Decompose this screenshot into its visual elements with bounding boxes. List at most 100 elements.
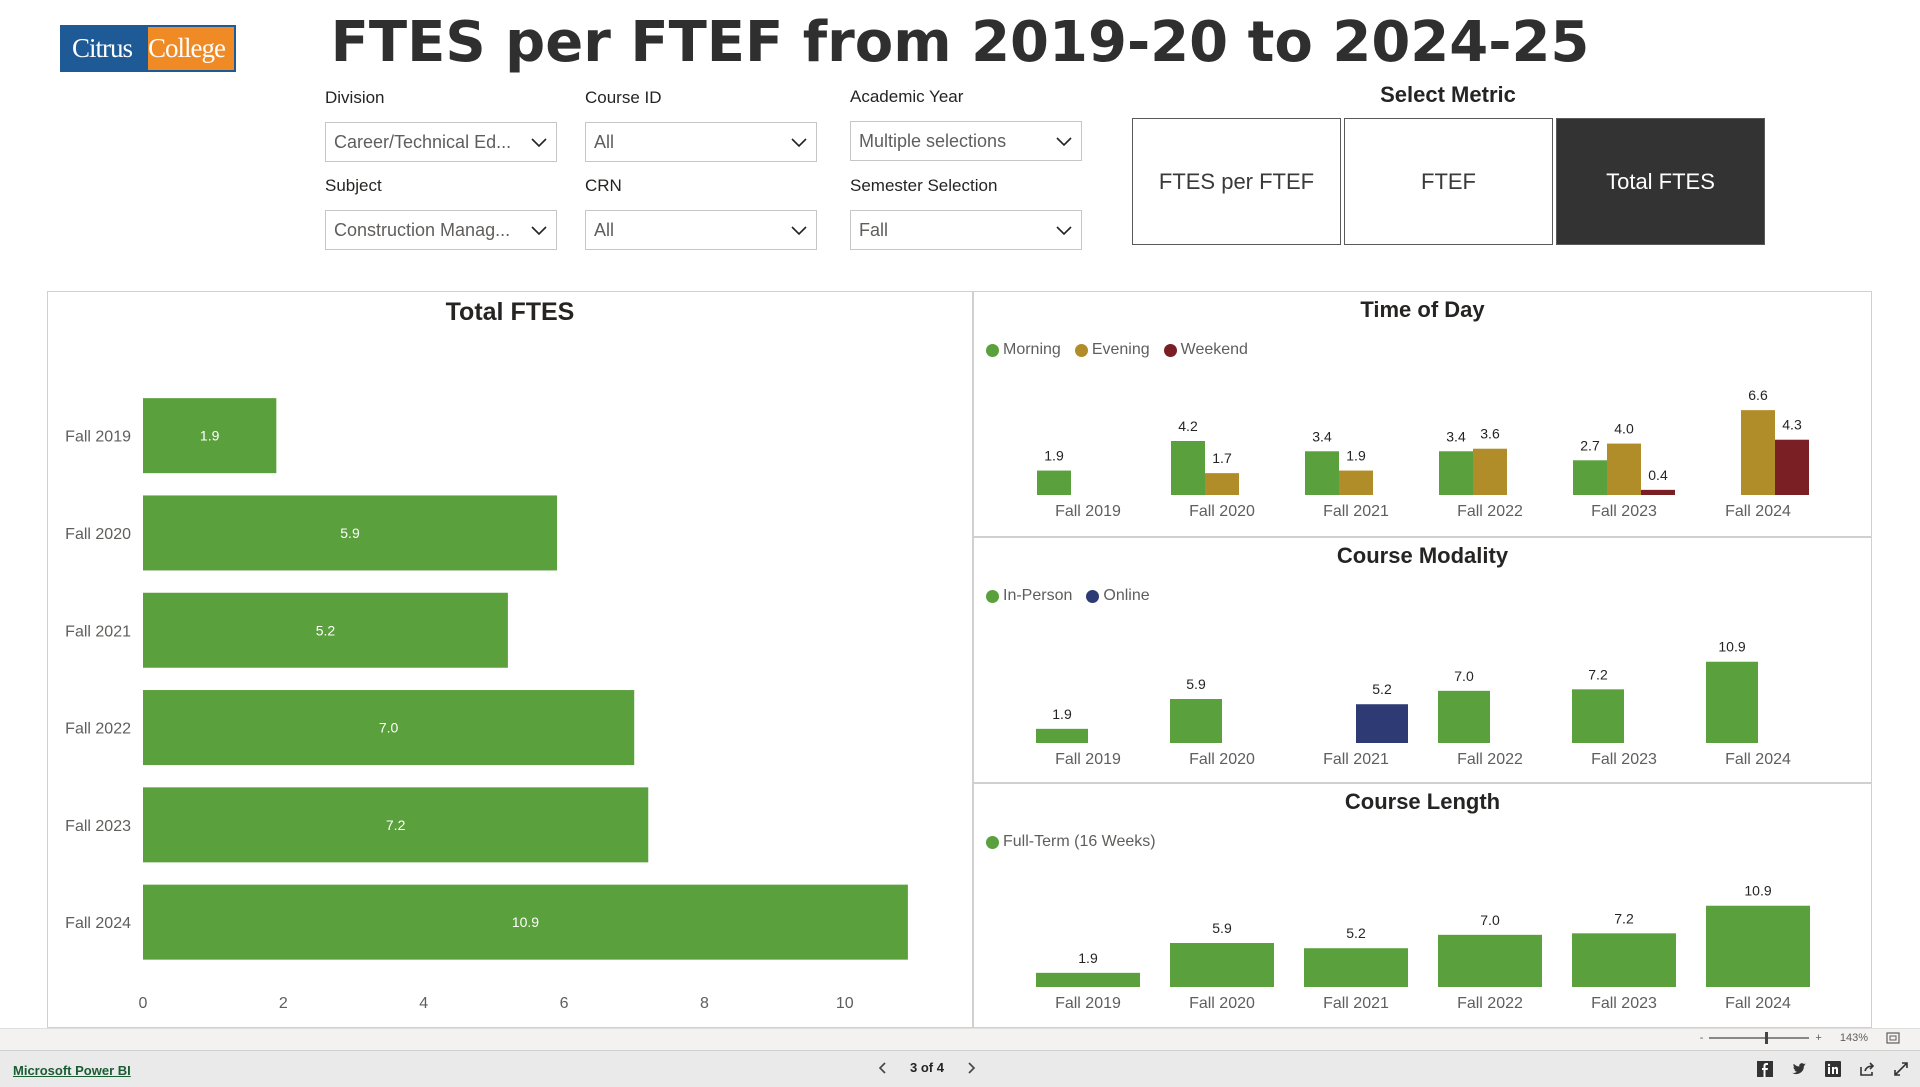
chevron-right-icon[interactable] — [966, 1061, 976, 1075]
metric-ftes-per-ftef-button[interactable]: FTES per FTEF — [1132, 118, 1341, 245]
x-tick-label-fall-2020: Fall 2020 — [1189, 503, 1255, 520]
data-label-evening-fall-2022: 3.6 — [1480, 426, 1500, 442]
bar-full-term-16-weeks-fall-2019[interactable] — [1036, 972, 1140, 987]
bar-fall-2024[interactable] — [143, 884, 908, 960]
chevron-left-icon[interactable] — [878, 1061, 888, 1075]
crn-dropdown[interactable]: All — [585, 210, 817, 250]
data-label-evening-fall-2023: 4.0 — [1614, 421, 1634, 437]
bar-in-person-fall-2019[interactable] — [1036, 728, 1088, 743]
zoom-out-button[interactable]: - — [1699, 1032, 1704, 1044]
data-label-morning-fall-2023: 2.7 — [1580, 437, 1600, 453]
course-id-dropdown[interactable]: All — [585, 122, 817, 162]
zoom-in-button[interactable]: + — [1815, 1032, 1822, 1044]
legend-item-morning[interactable]: Morning — [986, 341, 1061, 359]
bar-evening-fall-2023[interactable] — [1607, 443, 1641, 495]
data-label-in-person-fall-2024: 10.9 — [1718, 639, 1745, 655]
bar-morning-fall-2022[interactable] — [1439, 451, 1473, 495]
zoom-slider-thumb[interactable] — [1765, 1032, 1769, 1044]
bar-in-person-fall-2024[interactable] — [1706, 661, 1758, 743]
legend-item-in-person[interactable]: In-Person — [986, 587, 1072, 605]
bar-in-person-fall-2020[interactable] — [1170, 699, 1222, 743]
course-modality-panel: Course Modality In-Person Online 1.9 Fall… — [973, 537, 1872, 783]
course-length-legend: Full-Term (16 Weeks) — [986, 833, 1156, 851]
bar-full-term-16-weeks-fall-2022[interactable] — [1438, 934, 1542, 987]
bar-morning-fall-2021[interactable] — [1305, 451, 1339, 495]
data-label-morning-fall-2022: 3.4 — [1446, 428, 1466, 444]
bar-full-term-16-weeks-fall-2024[interactable] — [1706, 905, 1810, 987]
course-id-label: Course ID — [585, 88, 662, 107]
fit-to-page-icon[interactable] — [1886, 1032, 1900, 1044]
facebook-icon[interactable] — [1756, 1060, 1774, 1078]
total-ftes-chart: Fall 2019 1.9 Fall 2020 5.9 Fall 2021 5.2 Fall… — [65, 398, 908, 1012]
course-id-value: All — [594, 131, 615, 152]
bar-evening-fall-2024[interactable] — [1741, 410, 1775, 495]
zoom-strip: - + 143% — [0, 1028, 1920, 1050]
bar-in-person-fall-2023[interactable] — [1572, 689, 1624, 743]
bar-fall-2019[interactable] — [143, 398, 277, 474]
bar-full-term-16-weeks-fall-2020[interactable] — [1170, 943, 1274, 987]
share-icons — [1756, 1060, 1910, 1078]
semester-value: Fall — [859, 219, 889, 240]
x-tick-label-fall-2022: Fall 2022 — [1457, 503, 1523, 520]
division-slicer: Division Career/Technical Ed... — [325, 88, 557, 162]
time-of-day-legend: Morning Evening Weekend — [986, 341, 1248, 359]
bar-in-person-fall-2022[interactable] — [1438, 690, 1490, 743]
bar-fall-2021[interactable] — [143, 592, 508, 668]
bar-fall-2022[interactable] — [143, 690, 635, 766]
subject-dropdown[interactable]: Construction Manag... — [325, 210, 557, 250]
x-tick-label-fall-2020: Fall 2020 — [1189, 751, 1255, 768]
y-tick-label-fall-2023: Fall 2023 — [65, 818, 131, 835]
bar-online-fall-2021[interactable] — [1356, 704, 1408, 743]
bar-evening-fall-2020[interactable] — [1205, 473, 1239, 495]
x-tick-label-fall-2021: Fall 2021 — [1323, 751, 1389, 768]
total-ftes-title: Total FTES — [445, 298, 575, 326]
metric-ftef-button[interactable]: FTEF — [1344, 118, 1553, 245]
fullscreen-icon[interactable] — [1892, 1060, 1910, 1078]
chevron-down-icon — [1056, 226, 1072, 236]
bar-evening-fall-2022[interactable] — [1473, 448, 1507, 495]
bar-weekend-fall-2023[interactable] — [1641, 489, 1675, 495]
legend-item-full-term[interactable]: Full-Term (16 Weeks) — [986, 833, 1156, 851]
x-tick-label-fall-2023: Fall 2023 — [1591, 751, 1657, 768]
y-tick-label-fall-2021: Fall 2021 — [65, 623, 131, 640]
bar-morning-fall-2023[interactable] — [1573, 460, 1607, 495]
bar-full-term-16-weeks-fall-2023[interactable] — [1572, 933, 1676, 987]
x-tick-label-fall-2021: Fall 2021 — [1323, 503, 1389, 520]
zoom-slider[interactable] — [1709, 1032, 1810, 1044]
linkedin-icon[interactable] — [1824, 1060, 1842, 1078]
x-tick-label-fall-2023: Fall 2023 — [1591, 995, 1657, 1012]
metric-total-ftes-button[interactable]: Total FTES — [1556, 118, 1765, 245]
semester-dropdown[interactable]: Fall — [850, 210, 1082, 250]
legend-item-weekend[interactable]: Weekend — [1163, 341, 1248, 359]
bar-morning-fall-2019[interactable] — [1037, 470, 1071, 495]
share-icon[interactable] — [1858, 1060, 1876, 1078]
bar-morning-fall-2020[interactable] — [1171, 441, 1205, 495]
course-id-slicer: Course ID All — [585, 88, 817, 162]
data-label-full-term-16-weeks-fall-2024: 10.9 — [1744, 883, 1771, 899]
time-of-day-chart: 1.9 Fall 2019 4.2 1.7 Fall 2020 3.4 1.9 Fall 20… — [1037, 387, 1809, 520]
academic-year-dropdown[interactable]: Multiple selections — [850, 121, 1082, 161]
division-value: Career/Technical Ed... — [334, 131, 512, 152]
bar-fall-2023[interactable] — [143, 787, 649, 863]
logo-citrus-text: Citrus — [62, 27, 148, 70]
legend-item-online[interactable]: Online — [1086, 587, 1150, 605]
x-tick-label-fall-2019: Fall 2019 — [1055, 751, 1121, 768]
legend-item-evening[interactable]: Evening — [1074, 341, 1150, 359]
data-label-in-person-fall-2020: 5.9 — [1186, 676, 1206, 692]
twitter-icon[interactable] — [1790, 1060, 1808, 1078]
bar-full-term-16-weeks-fall-2021[interactable] — [1304, 948, 1408, 987]
bar-fall-2020[interactable] — [143, 495, 558, 571]
bar-evening-fall-2021[interactable] — [1339, 470, 1373, 495]
bar-weekend-fall-2024[interactable] — [1775, 439, 1809, 495]
data-label-in-person-fall-2023: 7.2 — [1588, 666, 1608, 682]
x-tick-label-6: 6 — [560, 995, 569, 1012]
y-tick-label-fall-2024: Fall 2024 — [65, 915, 131, 932]
semester-label: Semester Selection — [850, 176, 998, 195]
x-tick-label-10: 10 — [836, 995, 854, 1012]
chevron-down-icon — [1056, 137, 1072, 147]
legend-label-morning: Morning — [1003, 341, 1061, 358]
data-label-evening-fall-2020: 1.7 — [1212, 450, 1232, 466]
power-bi-link[interactable]: Microsoft Power BI — [13, 1063, 131, 1078]
division-dropdown[interactable]: Career/Technical Ed... — [325, 122, 557, 162]
bar-label-fall-2020: 5.9 — [340, 525, 360, 541]
